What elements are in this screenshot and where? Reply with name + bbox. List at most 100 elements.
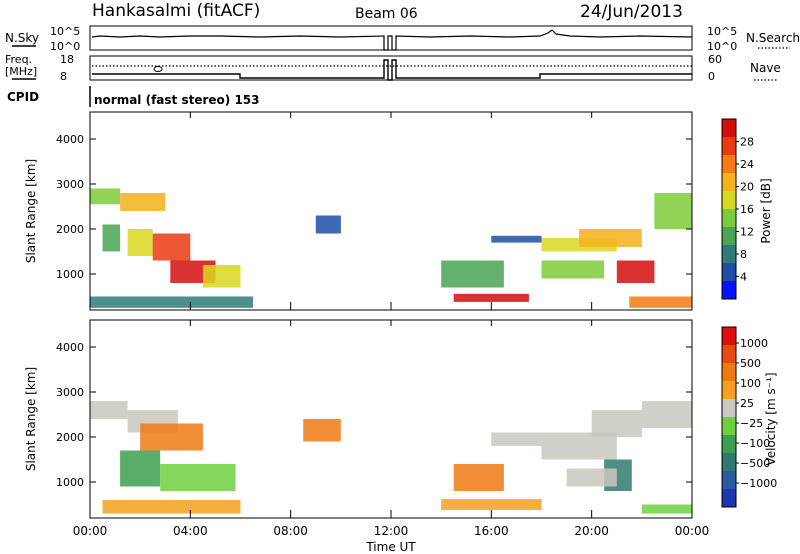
nsky-label: N.Sky (5, 31, 39, 45)
power-colorbar-tick-label-2: 12 (740, 226, 754, 239)
power-colorbar-tick-label-6: 28 (740, 136, 754, 149)
cpid-label: CPID (7, 90, 39, 104)
nsearch-label: N.Search (746, 31, 800, 45)
velocity-colorbar-tick-label-0: 1000 (740, 337, 768, 350)
power-ytick-label-0: 1000 (56, 268, 84, 281)
velocity-colorbar-tick-label-7: −1000 (740, 477, 777, 490)
velocity-colorbar-swatch-9 (722, 489, 736, 508)
freq-label-2: [MHz] (5, 65, 37, 78)
power-colorbar-swatch-0 (722, 119, 736, 138)
power-region-14 (654, 193, 692, 229)
velocity-panel: Slant Range [km] 1000 2000 3000 4000 1000 50… (24, 319, 778, 519)
freq-trace (92, 59, 692, 81)
velocity-region-6 (441, 499, 542, 510)
velocity-colorbar-frame (721, 326, 737, 508)
velocity-region-10 (591, 410, 642, 437)
velocity-region-8 (491, 432, 542, 446)
velocity-colorbar-swatch-8 (722, 471, 736, 490)
freq-panel: Freq. [MHz] 18 8 60 0 Nave (5, 53, 781, 83)
velocity-colorbar-swatch-0 (722, 327, 736, 346)
x-tick-label-6: 00:00 (675, 524, 710, 538)
power-colorbar-tick-label-4: 20 (740, 181, 754, 194)
power-region-7 (90, 296, 253, 308)
x-tick-label-1: 04:00 (173, 524, 208, 538)
power-colorbar-tick-label-0: 4 (740, 271, 747, 284)
velocity-region-4 (160, 464, 236, 491)
power-colorbar-tick-label-1: 8 (740, 248, 747, 261)
power-region-6 (102, 224, 121, 252)
nave-tick-top: 60 (708, 53, 722, 66)
velocity-colorbar-tick-label-6: −500 (740, 457, 770, 470)
velocity-colorbar-swatch-6 (722, 435, 736, 454)
power-region-8 (453, 293, 529, 302)
power-colorbar: 4 8 12 16 20 24 28 (721, 118, 754, 300)
velocity-region-2 (140, 423, 203, 451)
velocity-region-13 (641, 504, 692, 514)
velocity-region-15 (566, 468, 617, 487)
x-tick-label-3: 12:00 (374, 524, 409, 538)
freq-tick-bottom: 8 (60, 70, 67, 83)
power-region-2 (127, 229, 153, 256)
freq-label-1: Freq. (5, 53, 32, 66)
power-x-ticks (89, 112, 693, 310)
velocity-colorbar-swatch-1 (722, 345, 736, 364)
power-colorbar-tick-label-5: 24 (740, 158, 754, 171)
velocity-colorbar-swatch-2 (722, 363, 736, 382)
power-region-13 (616, 260, 655, 283)
velocity-colorbar: 1000 500 100 25 −25 −100 −500 −1000 (721, 326, 777, 508)
power-region-5 (202, 265, 241, 288)
velocity-cells (90, 401, 692, 514)
velocity-region-11 (641, 401, 692, 428)
velocity-colorbar-swatch-4 (722, 399, 736, 418)
velocity-y-ticks: 1000 2000 3000 4000 (56, 341, 692, 489)
velocity-region-5 (102, 500, 241, 514)
power-colorbar-swatch-9 (722, 281, 736, 300)
velocity-ytick-label-0: 1000 (56, 476, 84, 489)
power-region-0 (90, 188, 121, 205)
power-cells (90, 188, 692, 308)
velocity-colorbar-tick-label-3: 25 (740, 397, 754, 410)
power-y-ticks: 1000 2000 3000 4000 (56, 133, 692, 281)
power-region-16 (315, 215, 341, 234)
velocity-ytick-label-3: 4000 (56, 341, 84, 354)
velocity-colorbar-label: Velocity [m s⁻¹] (764, 372, 778, 465)
nave-label: Nave (750, 61, 781, 75)
velocity-ytick-label-2: 3000 (56, 386, 84, 399)
noise-trace (91, 29, 693, 51)
power-colorbar-swatch-2 (722, 155, 736, 174)
x-tick-label-5: 20:00 (574, 524, 609, 538)
power-region-9 (441, 260, 504, 288)
power-colorbar-tick-label-3: 16 (740, 203, 754, 216)
power-colorbar-swatch-6 (722, 227, 736, 246)
velocity-x-ticks (89, 320, 693, 518)
station-title: Hankasalmi (fitACF) (92, 1, 260, 21)
power-colorbar-label: Power [dB] (759, 178, 773, 243)
power-region-10 (491, 235, 542, 243)
date-title: 24/Jun/2013 (580, 2, 683, 22)
power-colorbar-swatch-7 (722, 245, 736, 264)
velocity-region-3 (120, 450, 161, 487)
nsearch-tick-top: 10^5 (707, 25, 737, 38)
velocity-colorbar-swatch-3 (722, 381, 736, 400)
velocity-ytick-label-1: 2000 (56, 431, 84, 444)
x-tick-label-0: 00:00 (73, 524, 108, 538)
power-region-12 (579, 229, 642, 247)
power-ytick-label-3: 4000 (56, 133, 84, 146)
freq-tick-top: 18 (60, 53, 74, 66)
cpid-text: normal (fast stereo) 153 (94, 93, 260, 107)
nave-tick-bottom: 0 (708, 70, 715, 83)
velocity-colorbar-tick-label-1: 500 (740, 357, 761, 370)
velocity-ylabel: Slant Range [km] (24, 367, 38, 471)
x-tick-label-2: 08:00 (273, 524, 308, 538)
velocity-colorbar-tick-label-2: 100 (740, 377, 761, 390)
power-colorbar-swatch-3 (722, 173, 736, 192)
velocity-colorbar-tick-label-5: −100 (740, 437, 770, 450)
velocity-colorbar-tick-label-4: −25 (740, 417, 763, 430)
noise-panel: N.Sky 10^5 10^0 10^5 10^0 N.Search (5, 25, 800, 53)
x-tick-labels: 00:00 04:00 08:00 12:00 16:00 20:00 00:00 (73, 524, 710, 538)
power-ytick-label-2: 3000 (56, 178, 84, 191)
power-colorbar-swatch-5 (722, 209, 736, 228)
x-tick-label-4: 16:00 (474, 524, 509, 538)
nsky-tick-top: 10^5 (50, 25, 80, 38)
velocity-region-0 (90, 401, 128, 419)
